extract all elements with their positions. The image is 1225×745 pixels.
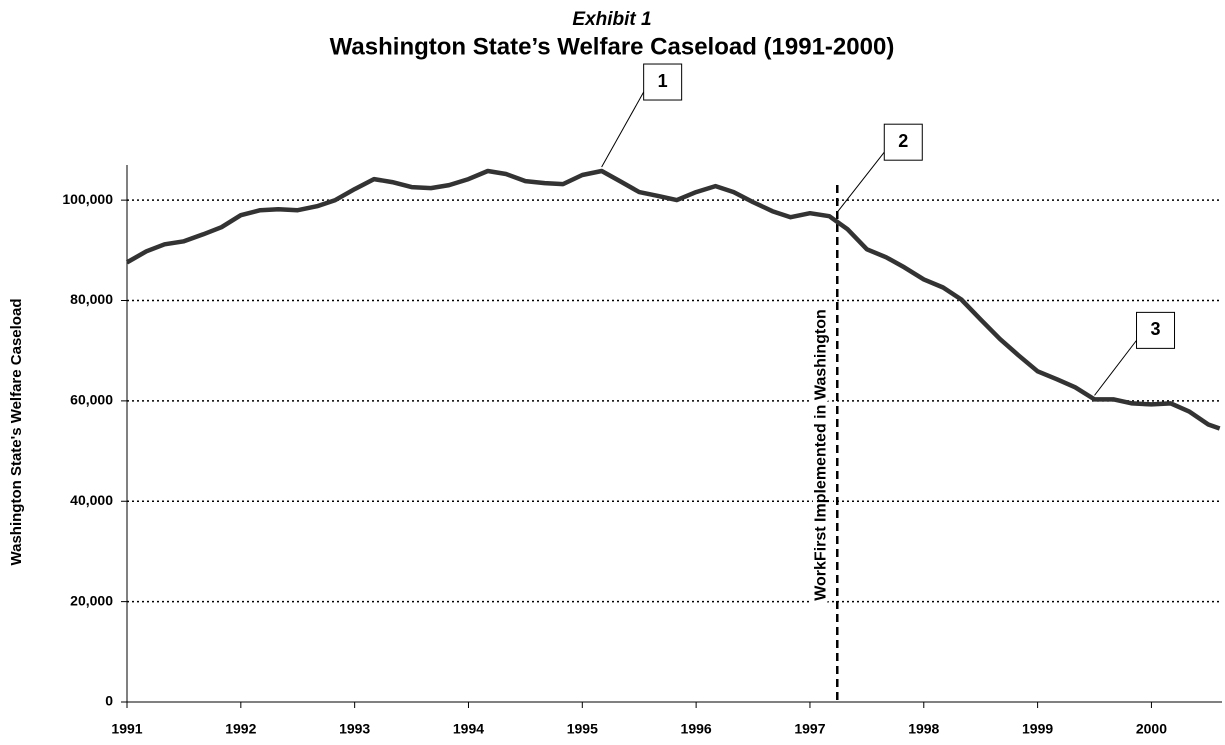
annotation-box <box>883 123 923 161</box>
annotation-box <box>1136 311 1176 349</box>
y-tick-label: 40,000 <box>70 492 113 508</box>
annotation-leader <box>1094 340 1137 396</box>
x-tick-label: 1997 <box>794 721 825 737</box>
y-tick-label: 20,000 <box>70 592 113 608</box>
x-tick-label: 1998 <box>908 721 939 737</box>
y-tick-label: 80,000 <box>70 291 113 307</box>
y-tick-label: 60,000 <box>70 392 113 408</box>
annotation-label: 2 <box>898 131 908 151</box>
x-tick-label: 1994 <box>453 721 484 737</box>
data-line <box>125 168 1221 431</box>
chart-title: Washington State’s Welfare Caseload (199… <box>330 33 895 60</box>
annotation-box <box>643 63 683 101</box>
x-tick-label: 2000 <box>1136 721 1167 737</box>
annotation-leader <box>836 151 885 213</box>
x-tick-label: 1992 <box>225 721 256 737</box>
x-tick-label: 1995 <box>567 721 598 737</box>
event-label: WorkFirst Implemented in Washington <box>812 309 829 601</box>
y-tick-label: 100,000 <box>62 191 113 207</box>
chart-subtitle: Exhibit 1 <box>572 9 651 30</box>
x-tick-label: 1991 <box>111 721 142 737</box>
annotation-label: 3 <box>1151 319 1161 339</box>
x-tick-label: 1996 <box>681 721 712 737</box>
annotation-leader <box>601 91 645 168</box>
x-tick-label: 1999 <box>1022 721 1053 737</box>
y-tick-label: 0 <box>105 693 113 709</box>
x-tick-label: 1993 <box>339 721 370 737</box>
y-axis-label: Washington State's Welfare Caseload <box>8 299 25 566</box>
annotation-label: 1 <box>658 71 668 91</box>
